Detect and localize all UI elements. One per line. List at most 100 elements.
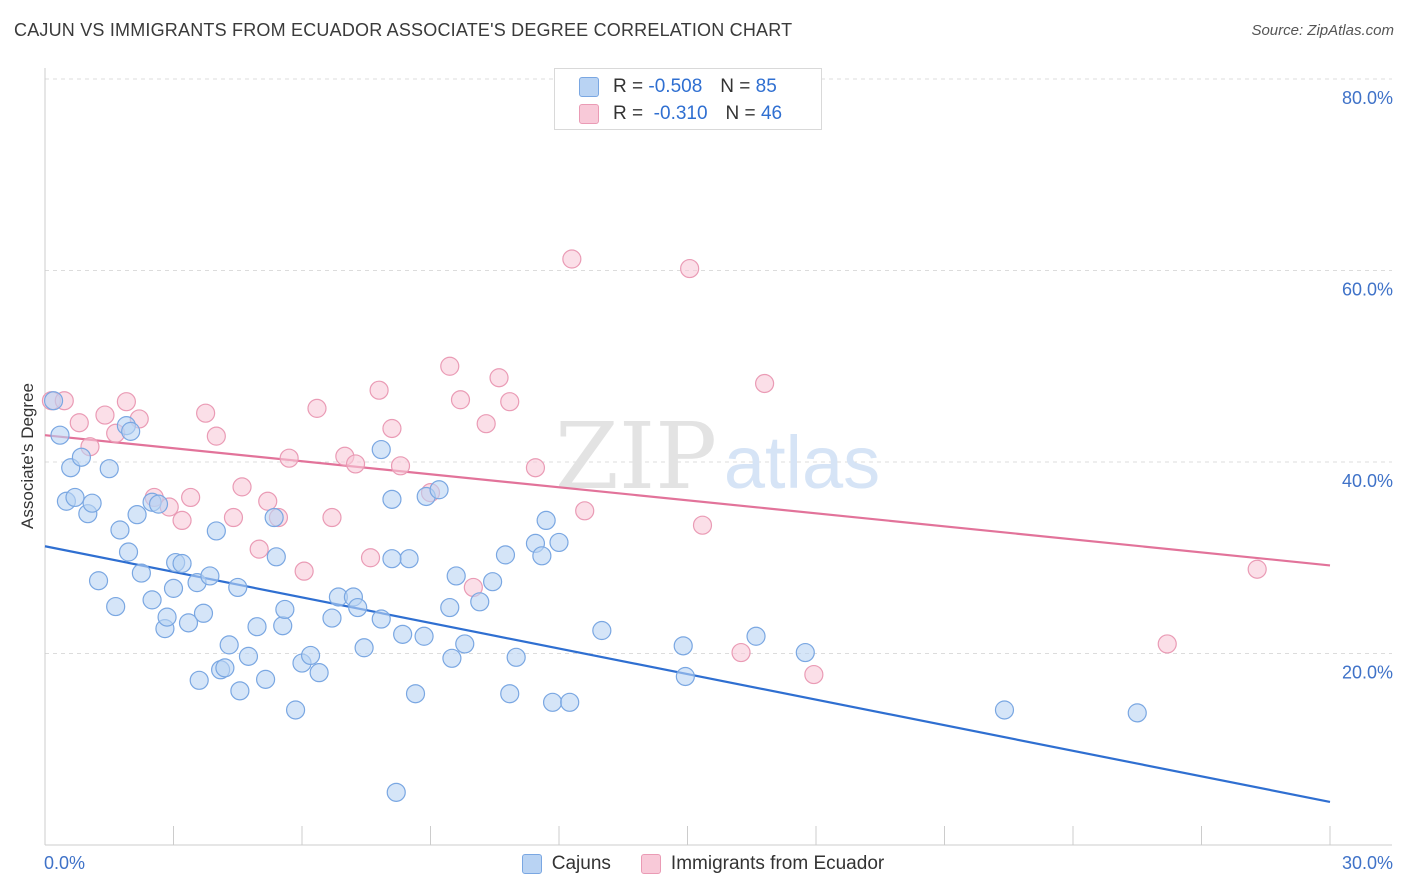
stats-legend: R = -0.508 N = 85 R = -0.310 N = 46 xyxy=(554,68,822,130)
cajuns-point xyxy=(189,670,209,690)
cajuns-point xyxy=(483,572,503,592)
legend-label-ecuador: Immigrants from Ecuador xyxy=(670,853,885,874)
cajuns-point xyxy=(215,658,235,678)
ecuador-swatch xyxy=(579,104,599,124)
ecuador-point xyxy=(172,510,192,531)
cajuns-legend-swatch xyxy=(521,854,542,874)
cajuns-point xyxy=(393,624,413,644)
cajuns-point xyxy=(88,571,109,591)
r-label: R = xyxy=(613,103,644,124)
cajuns-point xyxy=(118,542,139,562)
ecuador-point xyxy=(525,458,546,478)
cajuns-point xyxy=(264,507,284,528)
ecuador-point xyxy=(692,515,713,535)
cajuns-point xyxy=(675,666,695,687)
ecuador-point xyxy=(562,249,582,269)
cajuns-point xyxy=(399,549,419,569)
cajuns-point xyxy=(1127,703,1147,723)
ecuador-point xyxy=(1157,634,1177,654)
cajuns-point xyxy=(50,425,70,445)
cajuns-point xyxy=(405,684,426,704)
r-value: -0.508 xyxy=(648,76,703,97)
cajuns-point xyxy=(429,480,449,500)
cajuns-point xyxy=(131,563,151,583)
ecuador-point xyxy=(390,456,411,476)
cajuns-point xyxy=(275,599,295,620)
cajuns-point xyxy=(200,566,220,586)
x-tick-labels: 0.0% 30.0% xyxy=(44,853,1393,873)
cajuns-point xyxy=(495,545,516,565)
ecuador-point xyxy=(489,368,509,388)
cajuns-point xyxy=(414,626,434,646)
cajuns-point xyxy=(110,520,130,540)
cajuns-point xyxy=(470,592,490,612)
ecuador-point xyxy=(1247,559,1267,579)
cajuns-point xyxy=(255,669,276,689)
cajuns-point xyxy=(163,578,184,598)
cajuns-point xyxy=(238,646,259,666)
cajuns-point xyxy=(121,421,141,441)
ecuador-point xyxy=(181,487,201,508)
legend-item-ecuador: Immigrants from Ecuador xyxy=(640,853,885,875)
chart-title: CAJUN VS IMMIGRANTS FROM ECUADOR ASSOCIA… xyxy=(14,20,793,40)
ecuador-point xyxy=(804,664,824,685)
stats-row-cajuns: R = -0.508 N = 85 xyxy=(579,74,777,100)
ecuador-point xyxy=(754,373,775,394)
cajuns-point xyxy=(542,692,563,712)
ecuador-point xyxy=(369,380,389,400)
ecuador-legend-swatch xyxy=(640,854,661,874)
cajuns-point xyxy=(560,692,580,712)
cajuns-point xyxy=(500,684,520,704)
ecuador-point xyxy=(69,413,89,433)
ecuador-point xyxy=(116,392,136,412)
ecuador-point xyxy=(279,448,299,468)
cajuns-point xyxy=(354,638,374,658)
y-tick-label: 60.0% xyxy=(1342,280,1393,300)
r-value: -0.310 xyxy=(653,103,708,124)
cajuns-point xyxy=(442,648,462,668)
cajuns-point xyxy=(172,553,192,574)
cajuns-point xyxy=(795,642,815,663)
ecuador-point xyxy=(680,258,700,279)
watermark-zip: ZIP xyxy=(555,403,717,510)
ecuador-point xyxy=(360,548,381,568)
cajuns-point xyxy=(65,487,85,508)
ecuador-point xyxy=(345,454,366,474)
watermark-atlas: atlas xyxy=(724,421,880,504)
y-tick-label: 40.0% xyxy=(1342,471,1393,491)
n-value: 85 xyxy=(755,76,777,97)
n-value: 46 xyxy=(760,103,783,124)
stats-row-ecuador: R = -0.310 N = 46 xyxy=(579,101,782,127)
cajuns-point xyxy=(148,494,169,514)
cajuns-point xyxy=(348,597,368,618)
cajuns-point xyxy=(455,634,475,654)
cajuns-point xyxy=(592,620,612,641)
cajuns-point xyxy=(549,532,569,553)
cajuns-point xyxy=(99,459,119,479)
cajuns-point xyxy=(322,608,342,628)
ecuador-point xyxy=(258,491,278,511)
ecuador-point xyxy=(95,405,115,425)
cajuns-point xyxy=(371,609,391,629)
legend-label-cajuns: Cajuns xyxy=(551,853,611,874)
cajuns-point xyxy=(219,635,239,655)
axes xyxy=(44,68,1392,846)
y-tick-label: 20.0% xyxy=(1342,663,1393,683)
ecuador-point xyxy=(322,507,342,528)
cajuns-point xyxy=(206,521,226,541)
cajuns-point xyxy=(127,505,147,525)
cajuns-point xyxy=(382,549,402,569)
legend-item-cajuns: Cajuns xyxy=(521,853,611,875)
grid-lines xyxy=(45,78,1392,654)
cajuns-point xyxy=(440,597,460,618)
cajuns-point xyxy=(386,782,406,802)
ecuador-point xyxy=(249,539,269,559)
cajuns-point xyxy=(247,617,267,637)
cajuns-point xyxy=(82,493,102,513)
cajuns-point xyxy=(266,547,286,567)
cajuns-point xyxy=(193,603,214,623)
n-label: N = xyxy=(725,103,756,124)
cajuns-point xyxy=(228,577,248,598)
cajuns-point xyxy=(230,681,250,701)
